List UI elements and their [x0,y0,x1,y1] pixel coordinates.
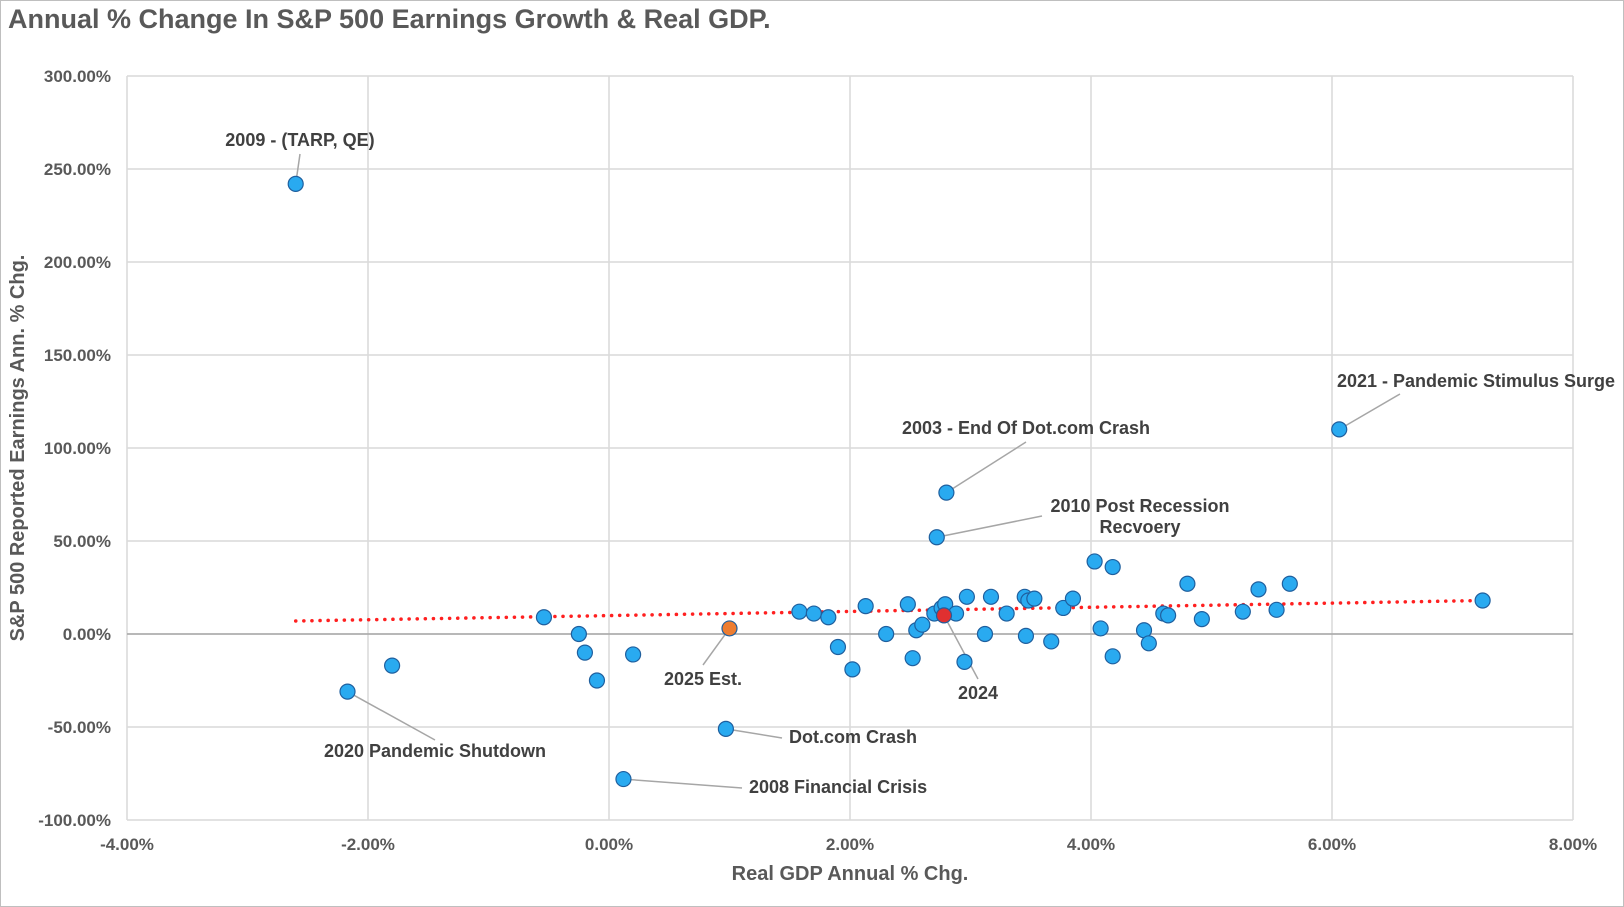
data-point [1104,558,1121,576]
annotations: 2009 - (TARP, QE) 2021 - Pandemic Stimulu… [225,130,1615,797]
y-tick-label: 0.00% [63,625,111,644]
annotation-leader-line [623,778,743,789]
grid [126,75,1574,821]
data-point [878,625,895,643]
estimate-point [721,620,738,637]
data-point [998,605,1015,622]
data-point [576,644,594,661]
data-point [1026,590,1043,607]
data-point [1104,648,1121,665]
data-point [535,609,553,626]
data-point [1160,607,1177,624]
data-point [1064,590,1082,607]
data-point [1140,635,1157,652]
data-point [1281,575,1298,592]
data-point [938,484,955,501]
x-tick-label: -4.00% [100,835,154,854]
annotation-label-line: Recvoery [1099,517,1180,537]
y-tick-label: 250.00% [44,160,111,179]
x-tick-label: 8.00% [1549,835,1597,854]
data-point [1193,611,1210,628]
data-point [1474,592,1491,609]
y-axis-title: S&P 500 Reported Earnings Ann. % Chg. [7,255,29,642]
y-tick-label: -100.00% [38,811,111,830]
data-point [899,596,916,613]
annotation-leader-line [945,441,1027,494]
data-point [829,638,847,656]
annotation-label: 2010 Post Recession Recvoery [1050,496,1229,537]
x-tick-label: 0.00% [585,835,633,854]
y-tick-label: 300.00% [44,67,111,86]
data-point [956,653,973,671]
annotation-leader-line [943,615,979,680]
y-tick-label: 150.00% [44,346,111,365]
data-point [287,175,304,192]
x-axis-title: Real GDP Annual % Chg. [732,863,969,885]
data-point [982,588,1000,605]
data-point [1234,603,1251,620]
data-point [976,625,994,643]
y-tick-label: 200.00% [44,253,111,272]
data-point [1250,581,1267,598]
x-tick-label: 6.00% [1308,835,1356,854]
x-tick-label: 4.00% [1067,835,1115,854]
data-points [287,175,1491,788]
annotation-leader-line [347,691,436,741]
x-tick-label: -2.00% [341,835,395,854]
data-point [904,650,921,667]
data-point [339,683,356,700]
annotation-leader-line [1338,393,1401,431]
data-point [1331,421,1348,438]
annotation-leaders [294,153,1401,789]
data-point [1017,627,1035,644]
annotation-label: Dot.com Crash [789,727,917,747]
data-point [914,616,931,633]
annotation-leader-line [936,515,1043,539]
data-point [1043,633,1060,650]
data-point [805,605,822,622]
data-point [857,597,874,615]
data-point [1086,553,1103,570]
data-point [1179,575,1196,592]
annotation-label: 2021 - Pandemic Stimulus Surge [1337,371,1615,391]
y-tick-label: 100.00% [44,439,111,458]
annotation-label: 2008 Financial Crisis [749,777,927,797]
chart-title: Annual % Change In S&P 500 Earnings Grow… [8,4,771,34]
data-point [791,603,808,620]
annotation-label: 2003 - End Of Dot.com Crash [902,418,1150,438]
annotation-label: 2024 [958,683,998,703]
annotation-label: 2009 - (TARP, QE) [225,130,374,150]
data-point [570,625,587,643]
annotation-leader-line [725,728,783,739]
data-point [717,720,734,737]
data-point [928,529,945,546]
y-tick-label: 50.00% [53,532,111,551]
annotation-label-line: 2010 Post Recession [1050,496,1229,516]
trend-line [293,598,1485,623]
data-point [384,657,401,674]
data-point [624,646,642,663]
data-point [588,672,606,689]
data-point [1268,601,1285,618]
data-point [820,609,837,626]
data-point [958,588,975,605]
data-point [1092,620,1109,637]
tick-labels: -4.00% -2.00% 0.00% 2.00% 4.00% 6.00% 8.00% -10… [38,67,1597,854]
data-point [615,770,632,788]
annotation-label: 2025 Est. [664,669,742,689]
x-tick-label: 2.00% [826,835,874,854]
data-point [844,661,861,678]
current-year-point [935,607,953,624]
annotation-label: 2020 Pandemic Shutdown [324,741,546,761]
y-tick-label: -50.00% [48,718,111,737]
